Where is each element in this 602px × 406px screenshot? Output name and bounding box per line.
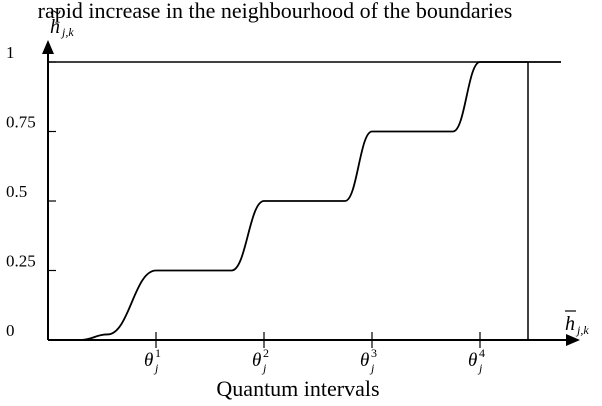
x-tick-label-4: θ 4j <box>468 346 485 375</box>
y-symbol-accent: ~ <box>50 2 61 24</box>
y-axis-symbol: ~ h j,k <box>50 2 74 39</box>
x-axis-symbol: h j,k <box>565 310 589 337</box>
y-ticks: 0 0.25 0.5 0.75 1 <box>6 43 56 341</box>
x-tick-label-2: θ 2j <box>252 346 269 375</box>
x-tick-theta: θ <box>468 350 477 371</box>
x-symbol-sub: j,k <box>575 323 589 337</box>
x-tick-theta: θ <box>360 350 369 371</box>
y-symbol-sub: j,k <box>60 25 74 39</box>
y-tick-label-4: 1 <box>6 43 15 62</box>
x-tick-label-1: θ 1j <box>144 346 161 375</box>
x-axis-label: Quantum intervals <box>216 376 379 401</box>
x-tick-sup: 1 <box>155 346 161 360</box>
x-tick-sub: j <box>153 361 159 375</box>
x-symbol-base: h <box>565 313 575 335</box>
x-tick-label-3: θ 3j <box>360 346 377 375</box>
x-tick-sub: j <box>477 361 483 375</box>
x-tick-theta: θ <box>144 350 153 371</box>
x-ticks: θ 1j θ 2j θ 3j θ 4j <box>144 332 485 375</box>
x-tick-sup: 3 <box>371 346 377 360</box>
y-tick-label-3: 0.75 <box>6 113 36 132</box>
x-tick-sub: j <box>261 361 267 375</box>
series-line <box>48 61 561 341</box>
y-tick-label-1: 0.25 <box>6 252 36 271</box>
y-tick-label-0: 0 <box>6 321 15 340</box>
caption-text: rapid increase in the neighbourhood of t… <box>38 0 513 23</box>
x-tick-sup: 4 <box>479 346 485 360</box>
x-tick-theta: θ <box>252 350 261 371</box>
x-axis-arrow <box>566 334 580 346</box>
x-tick-sub: j <box>369 361 375 375</box>
y-symbol-base: h <box>50 16 60 38</box>
y-axis-arrow <box>42 40 54 54</box>
y-tick-label-2: 0.5 <box>6 182 27 201</box>
x-tick-sup: 2 <box>263 346 269 360</box>
